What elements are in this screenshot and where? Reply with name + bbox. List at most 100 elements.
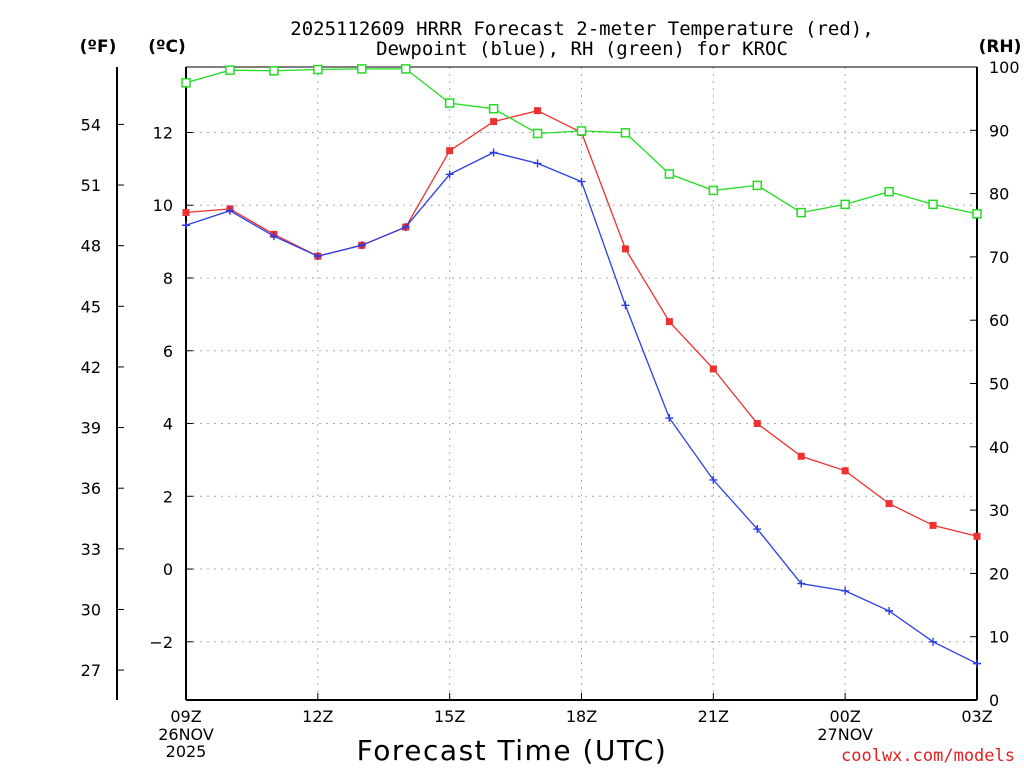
c-tick-label--2: −2 [149, 633, 173, 652]
temperature-point-18 [973, 532, 981, 540]
rh-point-6 [444, 98, 455, 108]
rh-point-8 [532, 128, 543, 139]
temperature-point-8 [534, 107, 542, 115]
rh-line [185, 68, 978, 215]
temperature-point-17 [929, 521, 937, 529]
x-axis-title: Forecast Time (UTC) [357, 734, 668, 767]
f-tick-label-42: 42 [81, 358, 101, 377]
f-tick-label-33: 33 [81, 540, 101, 559]
temperature-point-14 [797, 452, 805, 460]
rh-tick-label-20: 20 [989, 564, 1009, 583]
c-tick-label-10: 10 [153, 196, 173, 215]
f-tick-label-27: 27 [81, 661, 101, 680]
rh-point-7 [488, 104, 499, 114]
c-tick-label-0: 0 [163, 560, 173, 579]
dewpoint-point-0 [182, 221, 190, 230]
temperature-point-11 [665, 318, 673, 326]
x-tick-label-21Z: 21Z [698, 707, 729, 726]
c-tick-label-8: 8 [163, 269, 173, 288]
x-tick-date-00Z: 27NOV [817, 725, 873, 744]
rh-point-4 [357, 64, 367, 74]
x-tick-label-03Z: 03Z [961, 707, 992, 726]
rh-tick-label-90: 90 [989, 121, 1009, 140]
rh-point-2 [269, 66, 279, 76]
rh-unit-label: (RH) [979, 37, 1022, 57]
rh-tick-label-40: 40 [989, 438, 1009, 457]
f-tick-label-30: 30 [81, 600, 101, 619]
f-tick-label-51: 51 [81, 176, 101, 195]
rh-point-14 [796, 207, 806, 218]
rh-tick-label-80: 80 [989, 185, 1009, 204]
dewpoint-point-11 [665, 414, 674, 423]
rh-tick-label-50: 50 [989, 375, 1009, 394]
temperature-point-10 [621, 245, 629, 253]
dewpoint-point-17 [929, 637, 938, 646]
rh-tick-label-30: 30 [989, 501, 1009, 520]
f-tick-label-45: 45 [81, 297, 101, 316]
dewpoint-point-12 [709, 475, 718, 484]
x-tick-label-15Z: 15Z [434, 707, 465, 726]
f-tick-label-36: 36 [81, 479, 101, 498]
x-tick-year-09Z: 2025 [166, 742, 207, 761]
rh-point-0 [181, 78, 191, 88]
gridlines [185, 67, 978, 700]
dewpoint-point-6 [445, 170, 454, 179]
dewpoint-point-16 [885, 606, 894, 615]
rh-point-13 [752, 180, 763, 191]
rh-point-17 [928, 199, 938, 210]
rh-point-9 [576, 126, 587, 136]
rh-tick-label-60: 60 [989, 311, 1009, 330]
x-tick-date-09Z: 26NOV [158, 725, 214, 744]
c-tick-label-2: 2 [163, 487, 173, 506]
rh-point-12 [708, 185, 719, 196]
dewpoint-point-18 [973, 659, 981, 668]
f-tick-label-48: 48 [81, 237, 101, 256]
rh-tick-label-10: 10 [989, 628, 1009, 647]
rh-point-5 [400, 64, 411, 74]
f-tick-label-39: 39 [81, 419, 101, 438]
data-series [181, 64, 982, 668]
dewpoint-point-9 [577, 177, 586, 186]
rh-point-10 [620, 128, 631, 138]
dewpoint-point-13 [753, 525, 762, 534]
temperature-point-12 [709, 365, 717, 373]
fahrenheit-unit-label: (ºF) [80, 37, 117, 57]
c-tick-label-4: 4 [163, 415, 173, 434]
rh-point-16 [884, 186, 894, 197]
celsius-unit-label: (ºC) [148, 37, 186, 57]
rh-point-18 [972, 209, 982, 219]
rh-point-3 [313, 64, 323, 75]
watermark: coolwx.com/models [841, 746, 1015, 766]
dewpoint-point-5 [401, 223, 410, 232]
dewpoint-point-3 [313, 252, 322, 261]
temperature-point-13 [753, 420, 761, 428]
temperature-line [185, 110, 978, 537]
x-tick-label-18Z: 18Z [566, 707, 597, 726]
rh-point-15 [840, 199, 850, 210]
c-tick-label-6: 6 [163, 342, 173, 361]
chart-title-line-2: Dewpoint (blue), RH (green) for KROC [376, 38, 788, 60]
temperature-point-0 [182, 209, 190, 217]
x-tick-label-09Z: 09Z [170, 707, 201, 726]
temperature-point-7 [490, 118, 498, 126]
rh-tick-label-70: 70 [989, 248, 1009, 267]
dewpoint-point-10 [621, 301, 630, 310]
temperature-point-16 [885, 500, 893, 508]
temperature-point-15 [841, 467, 849, 475]
dewpoint-point-1 [225, 206, 234, 215]
rh-point-1 [225, 65, 235, 75]
dewpoint-point-7 [489, 148, 498, 157]
dewpoint-point-15 [841, 586, 850, 595]
rh-tick-label-100: 100 [989, 58, 1020, 77]
temperature-point-6 [446, 147, 454, 155]
x-tick-label-00Z: 00Z [830, 707, 861, 726]
x-tick-label-12Z: 12Z [302, 707, 333, 726]
axes: 27 30 33 36 39 42 45 48 51 54 −2 0 2 4 6 8 10 12 0 10 20 30 40… [81, 58, 1020, 761]
dewpoint-point-14 [797, 579, 806, 588]
dewpoint-point-8 [533, 159, 542, 168]
rh-point-11 [664, 169, 675, 179]
rh-tick-label-0: 0 [989, 691, 999, 710]
chart-title-line-1: 2025112609 HRRR Forecast 2-meter Tempera… [290, 18, 873, 40]
dewpoint-point-4 [357, 241, 366, 250]
